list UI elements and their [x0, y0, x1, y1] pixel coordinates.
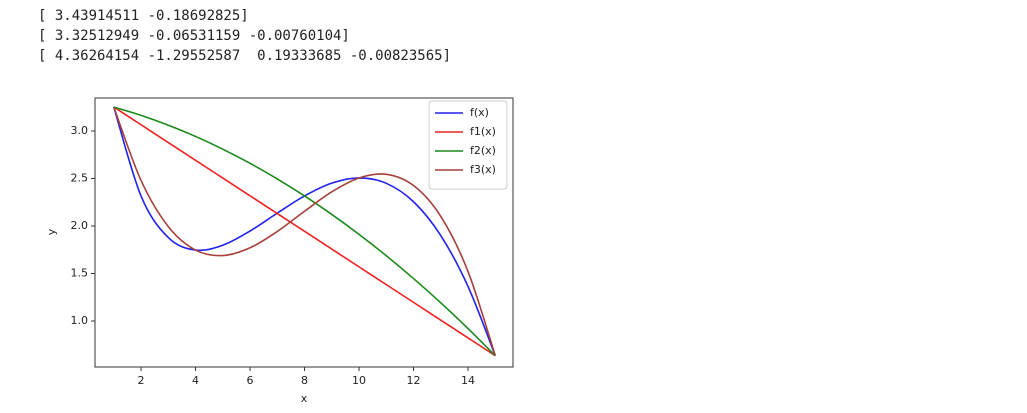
- x-tick-label: 12: [407, 374, 421, 387]
- console-output: [ 3.43914511 -0.18692825] [ 3.32512949 -0…: [38, 6, 451, 66]
- x-tick-label: 4: [192, 374, 199, 387]
- series-line: [113, 106, 496, 357]
- x-tick-label: 14: [461, 374, 475, 387]
- y-tick-label: 2.0: [71, 219, 89, 232]
- x-axis-label: x: [301, 392, 308, 405]
- x-tick-label: 10: [352, 374, 366, 387]
- output-line: [ 4.36264154 -1.29552587 0.19333685 -0.0…: [38, 48, 452, 64]
- series-line: [113, 106, 497, 356]
- x-tick-label: 6: [247, 374, 254, 387]
- legend-box: [428, 100, 508, 190]
- legend-label: f(x): [470, 106, 489, 119]
- legend-label: f2(x): [470, 144, 496, 157]
- y-axis-label: y: [45, 228, 58, 235]
- y-tick-label: 2.5: [71, 171, 89, 184]
- y-tick-label: 1.5: [71, 267, 89, 280]
- legend-label: f1(x): [470, 125, 496, 138]
- x-tick-label: 2: [138, 374, 145, 387]
- y-tick-label: 3.0: [71, 124, 89, 137]
- series-line: [113, 106, 496, 357]
- output-line: [ 3.32512949 -0.06531159 -0.00760104]: [38, 28, 350, 44]
- plot-frame: [94, 97, 514, 368]
- output-line: [ 3.43914511 -0.18692825]: [38, 8, 249, 24]
- x-tick-label: 8: [301, 374, 308, 387]
- legend-label: f3(x): [470, 163, 496, 176]
- y-tick-label: 1.0: [71, 314, 89, 327]
